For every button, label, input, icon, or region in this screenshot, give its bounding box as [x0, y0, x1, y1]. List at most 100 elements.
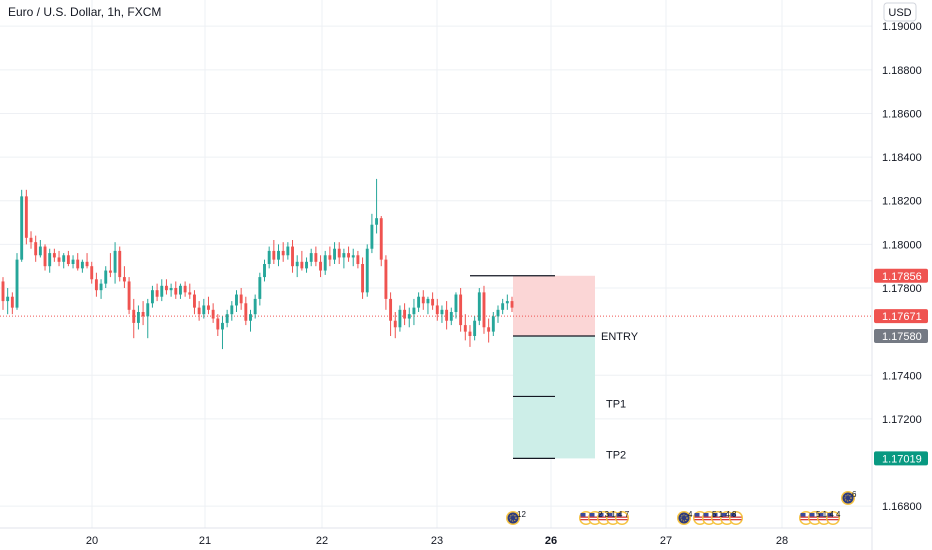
- economic-events[interactable]: 12 2 3 1 4 7 4 5 1 4 8 5 1 4 4 6: [506, 490, 857, 525]
- candle: [319, 255, 322, 278]
- time-tick-label: 21: [199, 535, 211, 547]
- candle: [239, 288, 243, 310]
- eu-flag-icon: [842, 492, 854, 504]
- candle: [1, 277, 5, 310]
- time-tick-label: 26: [545, 535, 557, 547]
- candle: [244, 296, 248, 326]
- price-tick-label: 1.18200: [882, 196, 922, 208]
- price-axis[interactable]: 1.19000 1.18800 1.18600 1.18400 1.18200 1.180…: [882, 21, 922, 513]
- candle: [155, 283, 159, 302]
- currency-button[interactable]: [883, 2, 917, 22]
- candle: [118, 246, 122, 282]
- grid: [0, 0, 872, 528]
- chart-title: Euro / U.S. Dollar, 1h, FXCM: [8, 5, 161, 19]
- candle: [38, 240, 42, 258]
- entry-price-label: 1.17580: [874, 329, 928, 343]
- candle: [477, 288, 481, 326]
- candle: [309, 248, 313, 267]
- candle: [370, 213, 374, 254]
- candle: [104, 266, 108, 288]
- event-count: 2 3 1 4 7: [598, 510, 630, 519]
- event-count: 12: [517, 510, 526, 519]
- candle: [286, 242, 290, 260]
- candle: [66, 250, 70, 267]
- candle: [463, 314, 467, 341]
- candle: [272, 240, 276, 264]
- candle: [473, 316, 477, 341]
- candle: [365, 244, 369, 297]
- price-tick-label: 1.19000: [882, 21, 922, 33]
- candle: [454, 292, 458, 319]
- candle: [323, 250, 327, 275]
- time-axis[interactable]: 20 21 22 23 26 27 28: [86, 535, 788, 547]
- price-tick-label: 1.18800: [882, 65, 922, 77]
- candle: [207, 296, 210, 315]
- candle: [277, 244, 280, 267]
- candle: [80, 259, 84, 273]
- candle: [15, 253, 19, 310]
- event-marker[interactable]: 5 1 4 4: [799, 510, 841, 525]
- candle: [71, 255, 75, 269]
- target-price-label: 1.17019: [874, 451, 928, 466]
- candle: [491, 312, 495, 336]
- position-zones[interactable]: [513, 275, 595, 459]
- last-price-label: 1.17671: [874, 309, 928, 324]
- candle: [169, 283, 173, 297]
- candle: [94, 272, 98, 297]
- candle: [482, 285, 486, 334]
- candle: [253, 294, 257, 319]
- stop-loss-zone[interactable]: [513, 275, 595, 336]
- candle: [179, 283, 182, 299]
- candle: [291, 240, 294, 273]
- event-marker[interactable]: 2 3 1 4 7: [579, 510, 630, 525]
- candle: [24, 189, 28, 245]
- svg-text:1.17019: 1.17019: [882, 453, 922, 465]
- candle: [258, 272, 262, 306]
- candle: [113, 242, 117, 284]
- time-tick-label: 28: [776, 535, 788, 547]
- entry-label: ENTRY: [601, 331, 639, 343]
- position-levels[interactable]: ENTRY TP1 TP2: [470, 275, 639, 462]
- candle: [510, 296, 514, 312]
- candle: [496, 305, 500, 323]
- event-marker[interactable]: 5 1 4 8: [693, 510, 743, 525]
- candle: [342, 248, 346, 269]
- price-tick-label: 1.18000: [882, 239, 922, 251]
- event-marker[interactable]: 6: [841, 490, 857, 505]
- candle: [412, 298, 416, 326]
- candle: [379, 216, 383, 267]
- candle: [235, 290, 238, 312]
- time-tick-label: 20: [86, 535, 98, 547]
- candle: [398, 305, 402, 332]
- candle: [108, 253, 112, 278]
- candle: [183, 281, 187, 297]
- candle: [99, 279, 103, 299]
- candle: [211, 303, 215, 323]
- candle: [127, 277, 131, 315]
- candle: [295, 255, 299, 278]
- take-profit-zone[interactable]: [513, 336, 595, 459]
- event-marker[interactable]: 4: [677, 510, 693, 525]
- event-count: 5 1 4 8: [712, 510, 737, 519]
- event-marker[interactable]: 12: [506, 510, 526, 525]
- svg-text:1.17856: 1.17856: [882, 271, 922, 283]
- time-tick-label: 22: [316, 535, 328, 547]
- candle: [216, 314, 220, 336]
- candle: [160, 279, 164, 302]
- candle: [337, 242, 341, 264]
- candle: [48, 248, 52, 273]
- candle: [314, 246, 318, 267]
- tp2-label: TP2: [606, 449, 626, 461]
- candle: [52, 248, 56, 262]
- price-labels: 1.17856 1.17671 1.17580 1.17019: [874, 268, 928, 466]
- time-tick-label: 23: [431, 535, 443, 547]
- candle: [426, 296, 430, 315]
- candle: [57, 250, 61, 267]
- eu-flag-icon: [678, 512, 690, 524]
- candle: [132, 298, 136, 339]
- candle: [449, 307, 453, 326]
- candle: [90, 261, 94, 284]
- candle: [141, 301, 145, 326]
- candle: [403, 303, 407, 326]
